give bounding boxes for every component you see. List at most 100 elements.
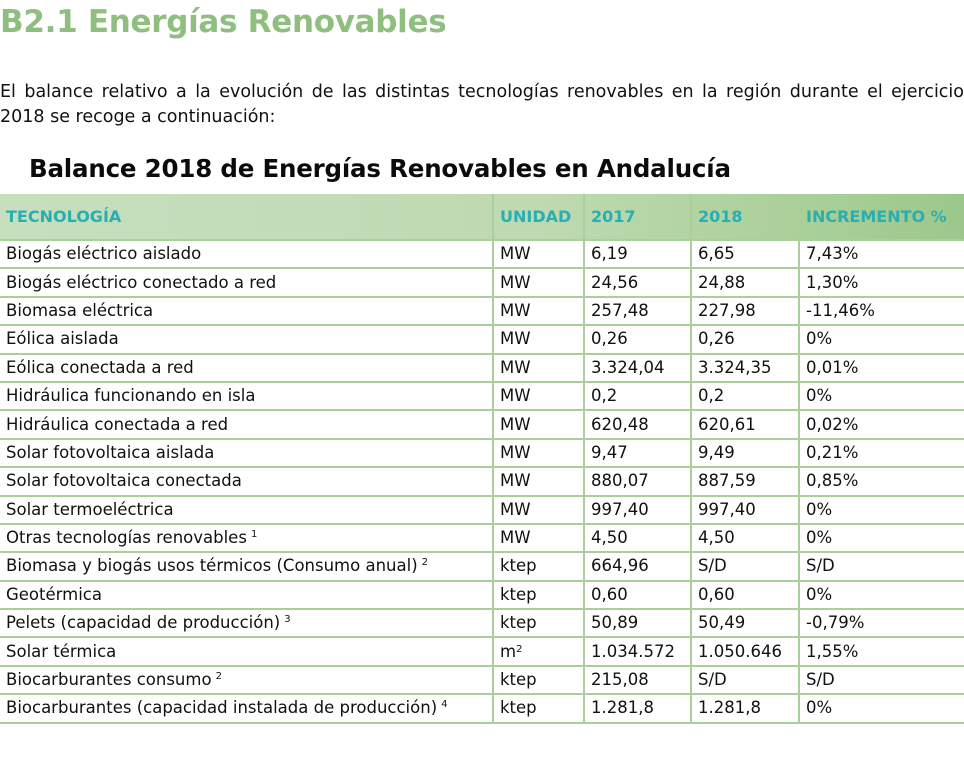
tecnologia-label: Geotérmica [6, 584, 102, 604]
unidad-label: m [500, 641, 517, 661]
cell-unidad: MW [492, 268, 584, 298]
column-header-tecnologia: TECNOLOGÍA [0, 194, 493, 241]
cell-tecnologia: Pelets (capacidad de producción) 3 [0, 609, 493, 639]
footnote-marker: 2 [421, 557, 429, 569]
cell-tecnologia: Eólica conectada a red [0, 353, 493, 383]
cell-unidad: ktep [492, 580, 584, 611]
cell-incremento: 0,01% [798, 353, 964, 383]
cell-2017: 0,26 [583, 325, 691, 355]
cell-2017: 24,56 [583, 268, 691, 298]
tecnologia-label: Biomasa eléctrica [6, 300, 154, 320]
cell-unidad: MW [492, 495, 584, 525]
cell-incremento: 0,85% [798, 467, 964, 497]
cell-2018: 0,26 [690, 325, 799, 355]
unidad-label: ktep [500, 613, 537, 633]
cell-unidad: MW [492, 240, 584, 270]
renewables-balance-table: TECNOLOGÍA UNIDAD 2017 2018 INCREMENTO %… [0, 194, 964, 724]
cell-unidad: ktep [492, 609, 584, 639]
cell-2017: 1.281,8 [583, 694, 691, 724]
cell-2017: 3.324,04 [583, 353, 691, 383]
cell-2017: 0,60 [583, 580, 691, 611]
cell-tecnologia: Solar fotovoltaica conectada [0, 467, 493, 497]
unidad-label: ktep [500, 584, 537, 604]
table-row: Solar térmica m2 1.034.572 1.050.646 1,55% [0, 637, 964, 667]
cell-tecnologia: Hidráulica funcionando en isla [0, 381, 493, 412]
cell-2018: S/D [690, 665, 799, 696]
unidad-label: MW [500, 471, 531, 491]
table-row: Biogás eléctrico conectado a red MW 24,56 2… [0, 268, 964, 298]
tecnologia-label: Solar fotovoltaica aislada [6, 442, 215, 462]
footnote-marker: 4 [441, 699, 448, 711]
cell-tecnologia: Solar térmica [0, 637, 493, 667]
cell-2018: 0,2 [690, 381, 799, 412]
cell-tecnologia: Biocarburantes consumo 2 [0, 665, 493, 696]
cell-unidad: m2 [492, 637, 584, 667]
tecnologia-label: Biogás eléctrico aislado [6, 244, 202, 264]
cell-tecnologia: Otras tecnologías renovables 1 [0, 523, 493, 554]
cell-tecnologia: Hidráulica conectada a red [0, 410, 493, 440]
cell-incremento: 0,02% [798, 410, 964, 440]
cell-incremento: 0% [798, 694, 964, 724]
tecnologia-label: Hidráulica conectada a red [6, 414, 229, 434]
column-header-unidad: UNIDAD [492, 194, 584, 241]
cell-unidad: MW [492, 353, 584, 383]
table-row: Solar termoeléctrica MW 997,40 997,40 0% [0, 495, 964, 525]
table-row: Biomasa y biogás usos térmicos (Consumo … [0, 552, 964, 582]
table-title: Balance 2018 de Energías Renovables en A… [29, 154, 731, 183]
table-body: Biogás eléctrico aislado MW 6,19 6,65 7,43% B… [0, 240, 964, 724]
cell-tecnologia: Biomasa y biogás usos térmicos (Consumo … [0, 552, 493, 582]
cell-2018: 3.324,35 [690, 353, 799, 383]
cell-unidad: MW [492, 296, 584, 327]
table-header-row: TECNOLOGÍA UNIDAD 2017 2018 INCREMENTO % [0, 194, 964, 241]
tecnologia-label: Biocarburantes (capacidad instalada de p… [6, 698, 438, 718]
cell-2017: 620,48 [583, 410, 691, 440]
cell-incremento: 0% [798, 495, 964, 525]
cell-tecnologia: Biogás eléctrico aislado [0, 240, 493, 270]
unidad-label: ktep [500, 670, 537, 690]
cell-2017: 1.034.572 [583, 637, 691, 667]
cell-tecnologia: Solar termoeléctrica [0, 495, 493, 525]
cell-unidad: ktep [492, 552, 584, 582]
table-row: Otras tecnologías renovables 1 MW 4,50 4,50 0… [0, 523, 964, 554]
unidad-label: MW [500, 272, 531, 292]
cell-incremento: -0,79% [798, 609, 964, 639]
tecnologia-label: Solar térmica [6, 641, 117, 661]
footnote-marker: 2 [215, 671, 222, 683]
unidad-label: MW [500, 499, 531, 519]
cell-2017: 50,89 [583, 609, 691, 639]
cell-incremento: 7,43% [798, 240, 964, 270]
tecnologia-label: Biocarburantes consumo [6, 670, 212, 690]
cell-incremento: 0% [798, 325, 964, 355]
cell-2018: 887,59 [690, 467, 799, 497]
cell-2018: 6,65 [690, 240, 799, 270]
table-row: Geotérmica ktep 0,60 0,60 0% [0, 580, 964, 611]
footnote-marker: 1 [250, 529, 258, 541]
table-row: Biocarburantes (capacidad instalada de p… [0, 694, 964, 724]
cell-2018: S/D [690, 552, 799, 582]
cell-incremento: 0% [798, 580, 964, 611]
tecnologia-label: Solar termoeléctrica [6, 499, 174, 519]
unidad-label: ktep [500, 698, 537, 718]
cell-2018: 1.281,8 [690, 694, 799, 724]
tecnologia-label: Solar fotovoltaica conectada [6, 471, 242, 491]
unidad-label: MW [500, 329, 531, 349]
cell-tecnologia: Biocarburantes (capacidad instalada de p… [0, 694, 493, 724]
intro-paragraph: El balance relativo a la evolución de la… [0, 82, 964, 127]
unit-superscript: 2 [516, 643, 523, 655]
cell-tecnologia: Biomasa eléctrica [0, 296, 493, 327]
cell-unidad: MW [492, 438, 584, 469]
tecnologia-label: Biomasa y biogás usos térmicos (Consumo … [6, 556, 418, 576]
footnote-marker: 3 [284, 614, 291, 626]
cell-incremento: S/D [798, 552, 964, 582]
unidad-label: MW [500, 300, 531, 320]
cell-2018: 1.050.646 [690, 637, 799, 667]
cell-incremento: 1,30% [798, 268, 964, 298]
tecnologia-label: Biogás eléctrico conectado a red [6, 272, 277, 292]
table-row: Eólica aislada MW 0,26 0,26 0% [0, 325, 964, 355]
cell-2017: 257,48 [583, 296, 691, 327]
cell-2017: 4,50 [583, 523, 691, 554]
cell-unidad: MW [492, 467, 584, 497]
table-row: Biocarburantes consumo 2 ktep 215,08 S/D S/D [0, 665, 964, 696]
unidad-label: ktep [500, 556, 537, 576]
cell-unidad: ktep [492, 665, 584, 696]
